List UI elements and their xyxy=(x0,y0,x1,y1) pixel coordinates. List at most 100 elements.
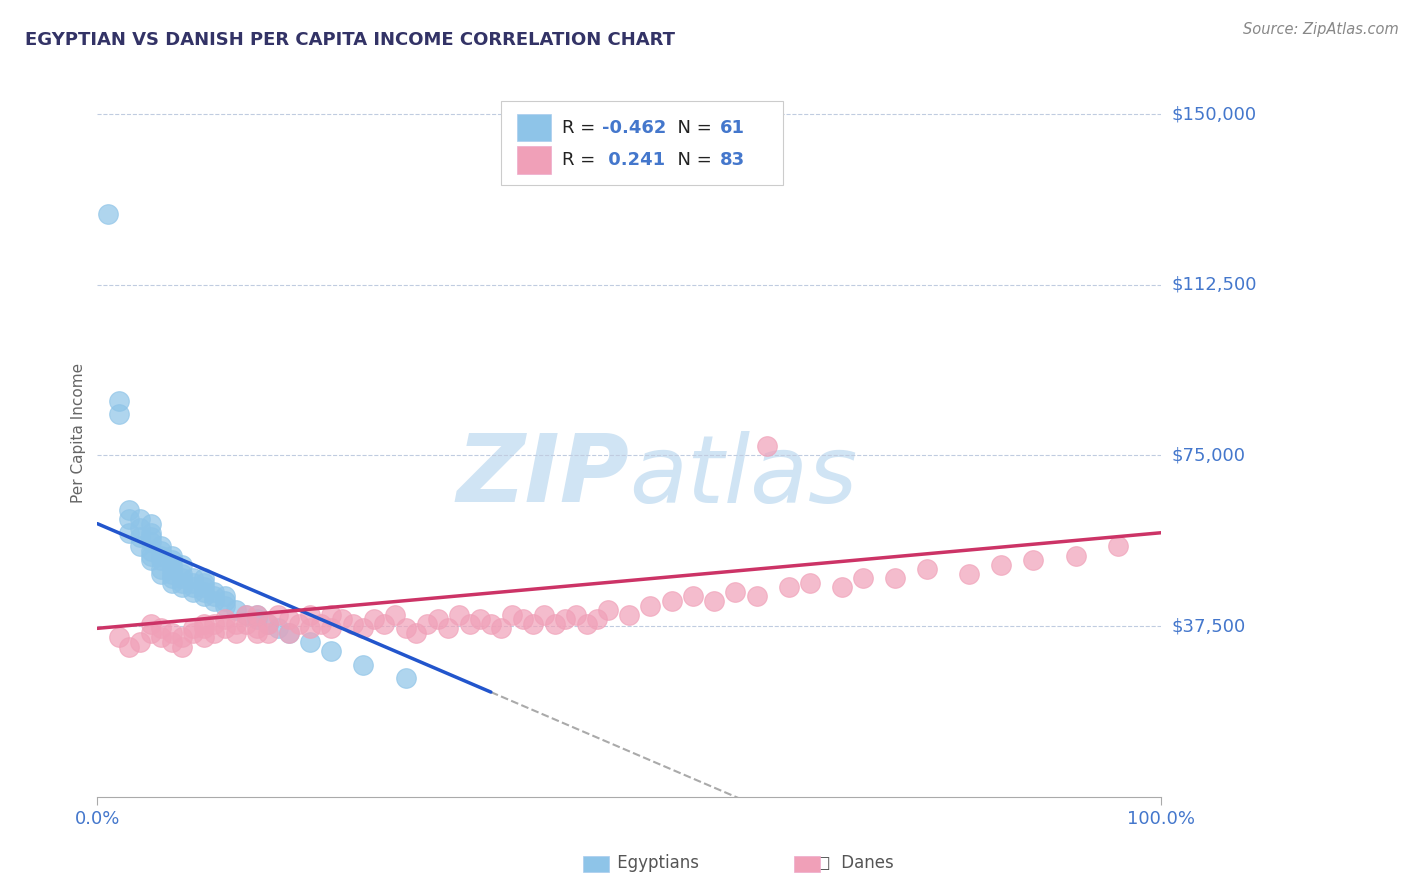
Point xyxy=(160,635,183,649)
Point xyxy=(160,549,183,563)
Point xyxy=(181,626,204,640)
Point xyxy=(193,616,215,631)
Point xyxy=(193,575,215,590)
Point xyxy=(193,580,215,594)
Point xyxy=(299,621,322,635)
Point xyxy=(128,540,150,554)
Point xyxy=(426,612,449,626)
Point xyxy=(139,616,162,631)
FancyBboxPatch shape xyxy=(517,146,551,174)
Point xyxy=(246,607,269,622)
Point xyxy=(181,585,204,599)
Point xyxy=(235,607,257,622)
Point xyxy=(1107,540,1129,554)
FancyBboxPatch shape xyxy=(502,102,783,185)
Point xyxy=(957,566,980,581)
Point xyxy=(160,571,183,585)
Point xyxy=(321,607,343,622)
Point xyxy=(118,640,141,654)
Point xyxy=(267,621,290,635)
Point xyxy=(128,512,150,526)
Point xyxy=(447,607,470,622)
Point xyxy=(395,672,418,686)
Text: atlas: atlas xyxy=(628,431,858,522)
Point xyxy=(395,621,418,635)
Point xyxy=(586,612,609,626)
Point xyxy=(235,607,257,622)
Point xyxy=(1022,553,1045,567)
Point xyxy=(160,558,183,572)
Point xyxy=(202,594,225,608)
Point xyxy=(512,612,534,626)
Point xyxy=(139,553,162,567)
Point xyxy=(321,621,343,635)
Point xyxy=(363,612,385,626)
Text: $112,500: $112,500 xyxy=(1173,276,1257,293)
Point xyxy=(299,607,322,622)
Point xyxy=(150,549,173,563)
Point xyxy=(617,607,640,622)
Point xyxy=(107,393,129,408)
Point xyxy=(256,616,278,631)
Point xyxy=(915,562,938,576)
Y-axis label: Per Capita Income: Per Capita Income xyxy=(72,362,86,503)
Point xyxy=(458,616,481,631)
Point xyxy=(150,566,173,581)
Point xyxy=(756,439,779,453)
Text: ZIP: ZIP xyxy=(456,430,628,523)
Point xyxy=(172,640,194,654)
Point xyxy=(543,616,565,631)
Point xyxy=(342,616,364,631)
Point xyxy=(277,626,299,640)
Point xyxy=(405,626,427,640)
Point xyxy=(703,594,725,608)
Point xyxy=(193,590,215,604)
Point xyxy=(150,544,173,558)
Point xyxy=(501,607,523,622)
Point xyxy=(150,562,173,576)
Point xyxy=(384,607,406,622)
Point xyxy=(246,607,269,622)
Point xyxy=(172,580,194,594)
Text: R =: R = xyxy=(562,152,602,169)
Point xyxy=(884,571,907,585)
Point xyxy=(277,612,299,626)
Point xyxy=(661,594,683,608)
Point xyxy=(373,616,395,631)
Point xyxy=(181,621,204,635)
Point xyxy=(160,562,183,576)
Point xyxy=(235,616,257,631)
Point xyxy=(181,571,204,585)
Point xyxy=(831,580,853,594)
Text: 61: 61 xyxy=(720,119,745,136)
Point xyxy=(150,631,173,645)
Point xyxy=(202,585,225,599)
Point xyxy=(1064,549,1087,563)
Point xyxy=(565,607,588,622)
Point xyxy=(150,621,173,635)
Text: □  Danes: □ Danes xyxy=(815,855,894,872)
Point xyxy=(745,590,768,604)
Text: R =: R = xyxy=(562,119,602,136)
Point xyxy=(352,621,374,635)
Point xyxy=(575,616,598,631)
Point xyxy=(214,612,236,626)
Point xyxy=(554,612,576,626)
Point xyxy=(118,503,141,517)
Text: $37,500: $37,500 xyxy=(1173,617,1246,635)
Point xyxy=(682,590,704,604)
Point xyxy=(225,626,247,640)
Text: 0.241: 0.241 xyxy=(603,152,665,169)
Text: □  Egyptians: □ Egyptians xyxy=(591,855,699,872)
Point xyxy=(214,621,236,635)
Point xyxy=(640,599,662,613)
Point xyxy=(160,553,183,567)
Point xyxy=(172,571,194,585)
Point xyxy=(533,607,555,622)
Point xyxy=(416,616,439,631)
Point xyxy=(150,553,173,567)
Point xyxy=(522,616,544,631)
Point xyxy=(277,626,299,640)
Point xyxy=(139,544,162,558)
Point xyxy=(202,590,225,604)
